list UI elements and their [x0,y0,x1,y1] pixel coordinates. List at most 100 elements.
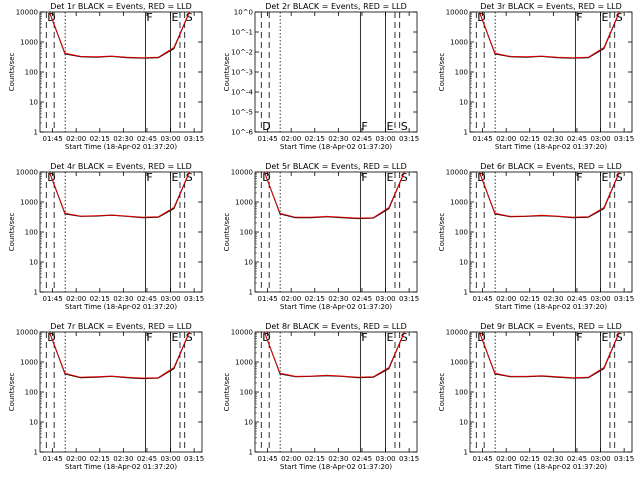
y-tick-label: 100 [240,389,253,397]
y-tick-label: 1 [34,449,38,457]
x-tick-label: 02:15 [520,455,540,463]
x-tick-label: 03:00 [160,135,180,143]
time-marker-label: E [602,331,609,344]
panel-8: Det 8r BLACK = Events, RED = LLD 1 10 100 10… [223,322,419,471]
plot-frame [469,11,633,133]
time-marker-label: S [186,11,193,24]
x-tick-label: 02:45 [567,135,587,143]
y-tick-label: 1000 [20,199,38,207]
x-axis-label: Start Time (18-Apr-02 01:37:20) [280,143,392,151]
lld-series-line [478,11,620,59]
y-tick-label: 1 [464,129,468,137]
plot-frame [254,331,418,453]
y-axis-label: Counts/sec [223,53,231,92]
time-marker-label: F [576,331,582,344]
y-tick-label: 1000 [450,359,468,367]
x-tick-label: 03:00 [375,135,395,143]
x-tick-label: 02:15 [305,295,325,303]
lld-series-line [478,171,620,218]
x-tick-label: 02:45 [567,295,587,303]
x-tick-label: 01:45 [257,135,277,143]
x-tick-label: 02:30 [543,295,563,303]
x-axis-label: Start Time (18-Apr-02 01:37:20) [280,463,392,471]
x-tick-label: 02:15 [90,135,110,143]
time-marker-label: S [616,11,623,24]
time-marker-label: S [401,171,408,184]
x-tick-label: 03:15 [184,295,204,303]
y-tick-label: 1000 [235,199,253,207]
y-tick-label: 10 [244,259,253,267]
x-tick-label: 03:00 [160,455,180,463]
x-tick-label: 02:45 [567,455,587,463]
x-axis-label: Start Time (18-Apr-02 01:37:20) [495,143,607,151]
x-tick-label: 02:00 [66,135,86,143]
time-marker-label: E [602,171,609,184]
y-tick-label: 10000 [231,169,253,177]
x-axis-label: Start Time (18-Apr-02 01:37:20) [495,463,607,471]
x-tick-label: 03:15 [399,135,419,143]
panel-title: Det 5r BLACK = Events, RED = LLD [265,162,407,171]
y-tick-label: 100 [455,389,468,397]
y-tick-label: 1000 [20,359,38,367]
y-tick-label: 10^-1 [231,29,253,37]
y-tick-label: 10^0 [234,9,253,17]
x-tick-label: 01:45 [42,135,62,143]
panel-title: Det 7r BLACK = Events, RED = LLD [50,322,192,331]
x-tick-label: 02:15 [520,295,540,303]
x-tick-label: 03:00 [160,295,180,303]
x-tick-label: 03:15 [614,135,634,143]
y-tick-label: 1000 [235,359,253,367]
time-marker-label: E [172,11,179,24]
x-tick-label: 02:15 [90,455,110,463]
x-tick-label: 03:15 [614,455,634,463]
y-tick-label: 1000 [450,199,468,207]
y-tick-label: 10 [459,99,468,107]
y-axis-label: Counts/sec [438,53,446,92]
y-tick-label: 100 [25,229,38,237]
x-tick-label: 01:45 [257,295,277,303]
y-tick-label: 100 [455,229,468,237]
x-tick-label: 02:00 [66,295,86,303]
y-tick-label: 10000 [446,9,468,17]
y-axis-label: Counts/sec [8,373,16,412]
y-axis-label: Counts/sec [438,213,446,252]
y-tick-label: 10 [29,419,38,427]
panel-5: Det 5r BLACK = Events, RED = LLD 1 10 100 10… [223,162,419,311]
lld-series-line [263,331,405,378]
time-marker-label: F [576,11,582,24]
panel-4: Det 4r BLACK = Events, RED = LLD 1 10 100 10… [8,162,204,311]
time-marker-label: S [616,171,623,184]
y-tick-label: 1000 [450,39,468,47]
time-marker-label: E [172,171,179,184]
y-tick-label: 10000 [16,9,38,17]
y-tick-label: 10000 [16,329,38,337]
plot-frame [39,171,203,293]
y-tick-label: 10 [29,259,38,267]
x-tick-label: 03:00 [590,135,610,143]
x-tick-label: 03:15 [614,295,634,303]
x-tick-label: 02:45 [352,135,372,143]
x-tick-label: 03:15 [184,455,204,463]
lld-series-line [48,171,190,218]
time-marker-label: S [616,331,623,344]
panel-2: Det 2r BLACK = Events, RED = LLD 10^0 10^-… [223,2,419,151]
time-marker-label: D [262,120,270,133]
x-tick-label: 02:30 [113,295,133,303]
y-axis-label: Counts/sec [8,53,16,92]
plot-frame [39,331,203,453]
x-tick-label: 02:00 [281,135,301,143]
time-marker-label: S [186,331,193,344]
time-marker-label: F [361,171,367,184]
x-tick-label: 02:00 [281,455,301,463]
x-tick-label: 01:45 [472,455,492,463]
panel-title: Det 8r BLACK = Events, RED = LLD [265,322,407,331]
x-tick-label: 02:30 [113,455,133,463]
x-axis-label: Start Time (18-Apr-02 01:37:20) [280,303,392,311]
time-marker-label: E [387,171,394,184]
y-tick-label: 10 [459,419,468,427]
x-tick-label: 02:15 [520,135,540,143]
y-tick-label: 1 [249,289,253,297]
x-tick-label: 02:30 [328,455,348,463]
y-axis-label: Counts/sec [8,213,16,252]
